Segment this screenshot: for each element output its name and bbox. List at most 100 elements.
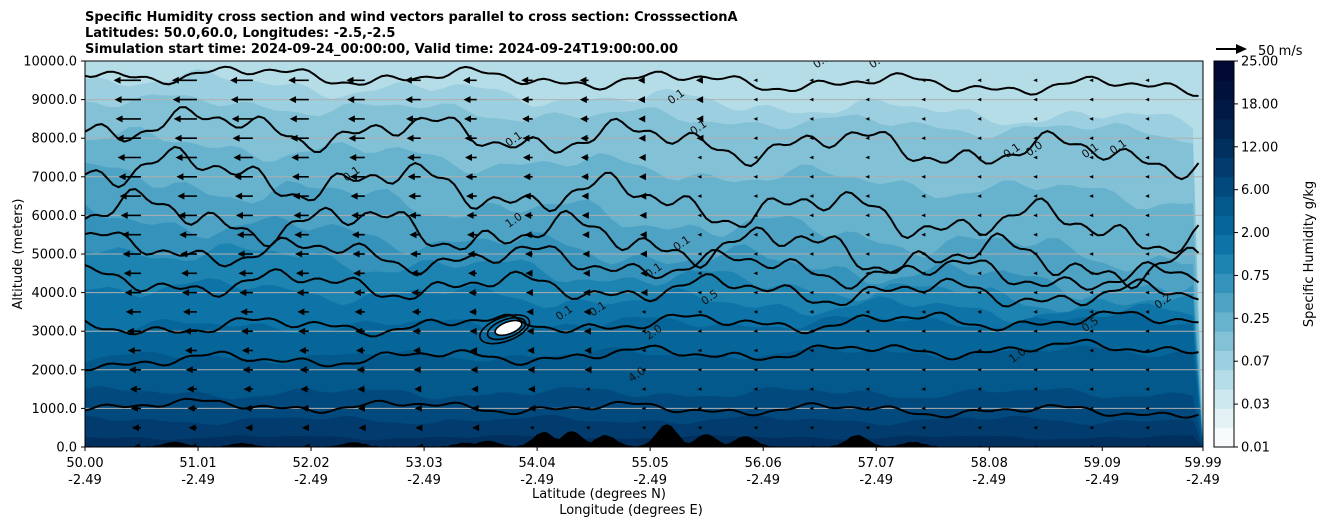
wind-vector-head-241 [120, 211, 128, 219]
colorbar-segment-10 [1214, 234, 1234, 255]
wind-vector-head-29 [585, 425, 590, 430]
x-tick-label-lat-0: 50.00 [66, 456, 103, 471]
wind-vector-head-205 [352, 250, 360, 258]
wind-vector-head-289 [581, 173, 589, 181]
wind-vector-head-110 [641, 348, 646, 353]
wind-vector-head-56 [977, 406, 982, 411]
wind-vector-head-207 [467, 250, 475, 258]
wind-vector-head-85 [356, 366, 364, 374]
wind-vector-head-150 [641, 310, 646, 314]
wind-vector-head-228 [524, 231, 532, 239]
wind-vector-head-298 [1089, 175, 1094, 179]
wind-vector-head-326 [406, 134, 414, 142]
wind-vector-head-337 [1033, 136, 1038, 140]
dry-pocket-contour-0 [479, 314, 531, 345]
wind-vector-head-138 [1089, 329, 1094, 333]
wind-vector-head-155 [921, 310, 926, 314]
wind-vector-head-259 [1145, 213, 1150, 218]
wind-vector-head-255 [921, 213, 926, 218]
wind-vector-head-297 [1033, 175, 1038, 179]
plot-area: 0.10.10.10.10.00.10.00.1 0.1 0.11.00.10.10… [55, 61, 1203, 447]
wind-vector-head-370 [637, 96, 645, 104]
y-axis: 0.0 1000.0 2000.0 3000.0 4000.0 5000.0 6000.0 7… [23, 55, 85, 456]
colorbar-frame [1213, 60, 1235, 448]
wind-vector-head-23 [245, 424, 253, 432]
wind-vector-head-118 [1089, 348, 1094, 353]
wind-vector-head-68 [527, 385, 535, 393]
y-tick-label-4: 4000.0 [32, 286, 78, 301]
x-tick-label-lat-10: 59.99 [1184, 456, 1221, 471]
wind-vector-head-284 [292, 173, 300, 181]
wind-vector-head-311 [697, 155, 702, 160]
y-tick-label-6: 6000.0 [32, 209, 78, 224]
wind-vector-head-79 [1145, 387, 1150, 391]
wind-vector-head-292 [753, 175, 758, 179]
wind-vector-head-263 [235, 192, 243, 200]
wind-vector-head-314 [865, 155, 870, 160]
wind-vector-head-78 [1089, 387, 1094, 391]
wind-vector-head-39 [1145, 425, 1150, 430]
wind-vector-head-49 [585, 406, 590, 411]
wind-vector-head-24 [301, 424, 309, 432]
wind-vector-head-66 [414, 385, 422, 393]
wind-vector-head-300 [60, 154, 67, 161]
wind-vector-head-30 [641, 425, 646, 430]
wind-vector-head-396 [977, 78, 982, 83]
wind-vector-head-125 [355, 327, 363, 335]
wind-vector-head-220 [64, 231, 71, 238]
wind-vector-head-70 [641, 387, 646, 391]
wind-vector-head-306 [407, 154, 415, 161]
x-tick-label-lat-6: 56.06 [745, 456, 782, 471]
wind-vector-head-148 [526, 308, 534, 316]
wind-vector-head-264 [292, 192, 300, 200]
x-tick-label-lon-7: -2.49 [859, 473, 893, 488]
contour-line-0 [85, 65, 1199, 97]
wind-vector-head-336 [977, 136, 982, 140]
wind-vector-head-194 [865, 271, 870, 276]
wind-vector-head-147 [469, 308, 477, 316]
wind-vector-head-380 [55, 77, 62, 84]
wind-vector-head-257 [1033, 213, 1038, 218]
wind-vector-head-368 [521, 96, 529, 104]
wind-vector-head-249 [581, 211, 589, 219]
wind-vector-head-38 [1089, 425, 1094, 430]
x-axis-label-longitude: Longitude (degrees E) [559, 503, 703, 518]
wind-vector-head-44 [301, 404, 309, 412]
wind-vector-head-86 [413, 366, 421, 374]
wind-vector-head-339 [1145, 136, 1150, 140]
wind-vector-head-317 [1033, 155, 1038, 160]
colorbar-segment-0 [1214, 427, 1234, 448]
wind-vector-head-63 [243, 385, 251, 393]
colorbar-segment-12 [1214, 196, 1234, 216]
wind-vector-head-384 [288, 76, 296, 84]
wind-vector-head-271 [697, 194, 702, 198]
wind-vector-head-204 [295, 250, 303, 258]
wind-vector-head-62 [186, 385, 194, 393]
y-tick-label-7: 7000.0 [32, 170, 78, 185]
x-tick-label-lon-0: -2.49 [68, 473, 102, 488]
wind-vector-head-379 [1145, 97, 1150, 102]
wind-vector-head-35 [921, 425, 926, 430]
wind-vector-head-132 [753, 329, 758, 333]
wind-vector-head-196 [977, 271, 982, 276]
contour-line-8 [85, 397, 1199, 419]
wind-vector-head-88 [527, 366, 535, 374]
x-axis: 50.00 -2.49 51.01 -2.49 52.02 -2.49 53.03 -2.49… [66, 447, 1222, 488]
wind-vector-head-101 [127, 347, 135, 354]
wind-vector-head-166 [411, 289, 419, 297]
wind-vector-head-116 [977, 348, 982, 353]
chart-title-line-3: Simulation start time: 2024-09-24_00:00:… [85, 42, 678, 57]
colorbar-segment-2 [1214, 389, 1234, 409]
wind-vector-head-188 [525, 269, 533, 277]
wind-vector-head-304 [291, 154, 299, 161]
wind-vector-head-203 [237, 250, 245, 258]
wind-vector-head-104 [298, 347, 306, 354]
wind-vector-head-312 [753, 155, 758, 160]
dry-pocket-contour-2 [494, 319, 523, 337]
wind-vector-head-275 [921, 194, 926, 198]
wind-vector-head-184 [295, 269, 303, 277]
wind-vector-head-106 [413, 347, 421, 354]
wind-vector-head-6 [415, 443, 423, 447]
wind-vector-head-347 [463, 115, 471, 123]
